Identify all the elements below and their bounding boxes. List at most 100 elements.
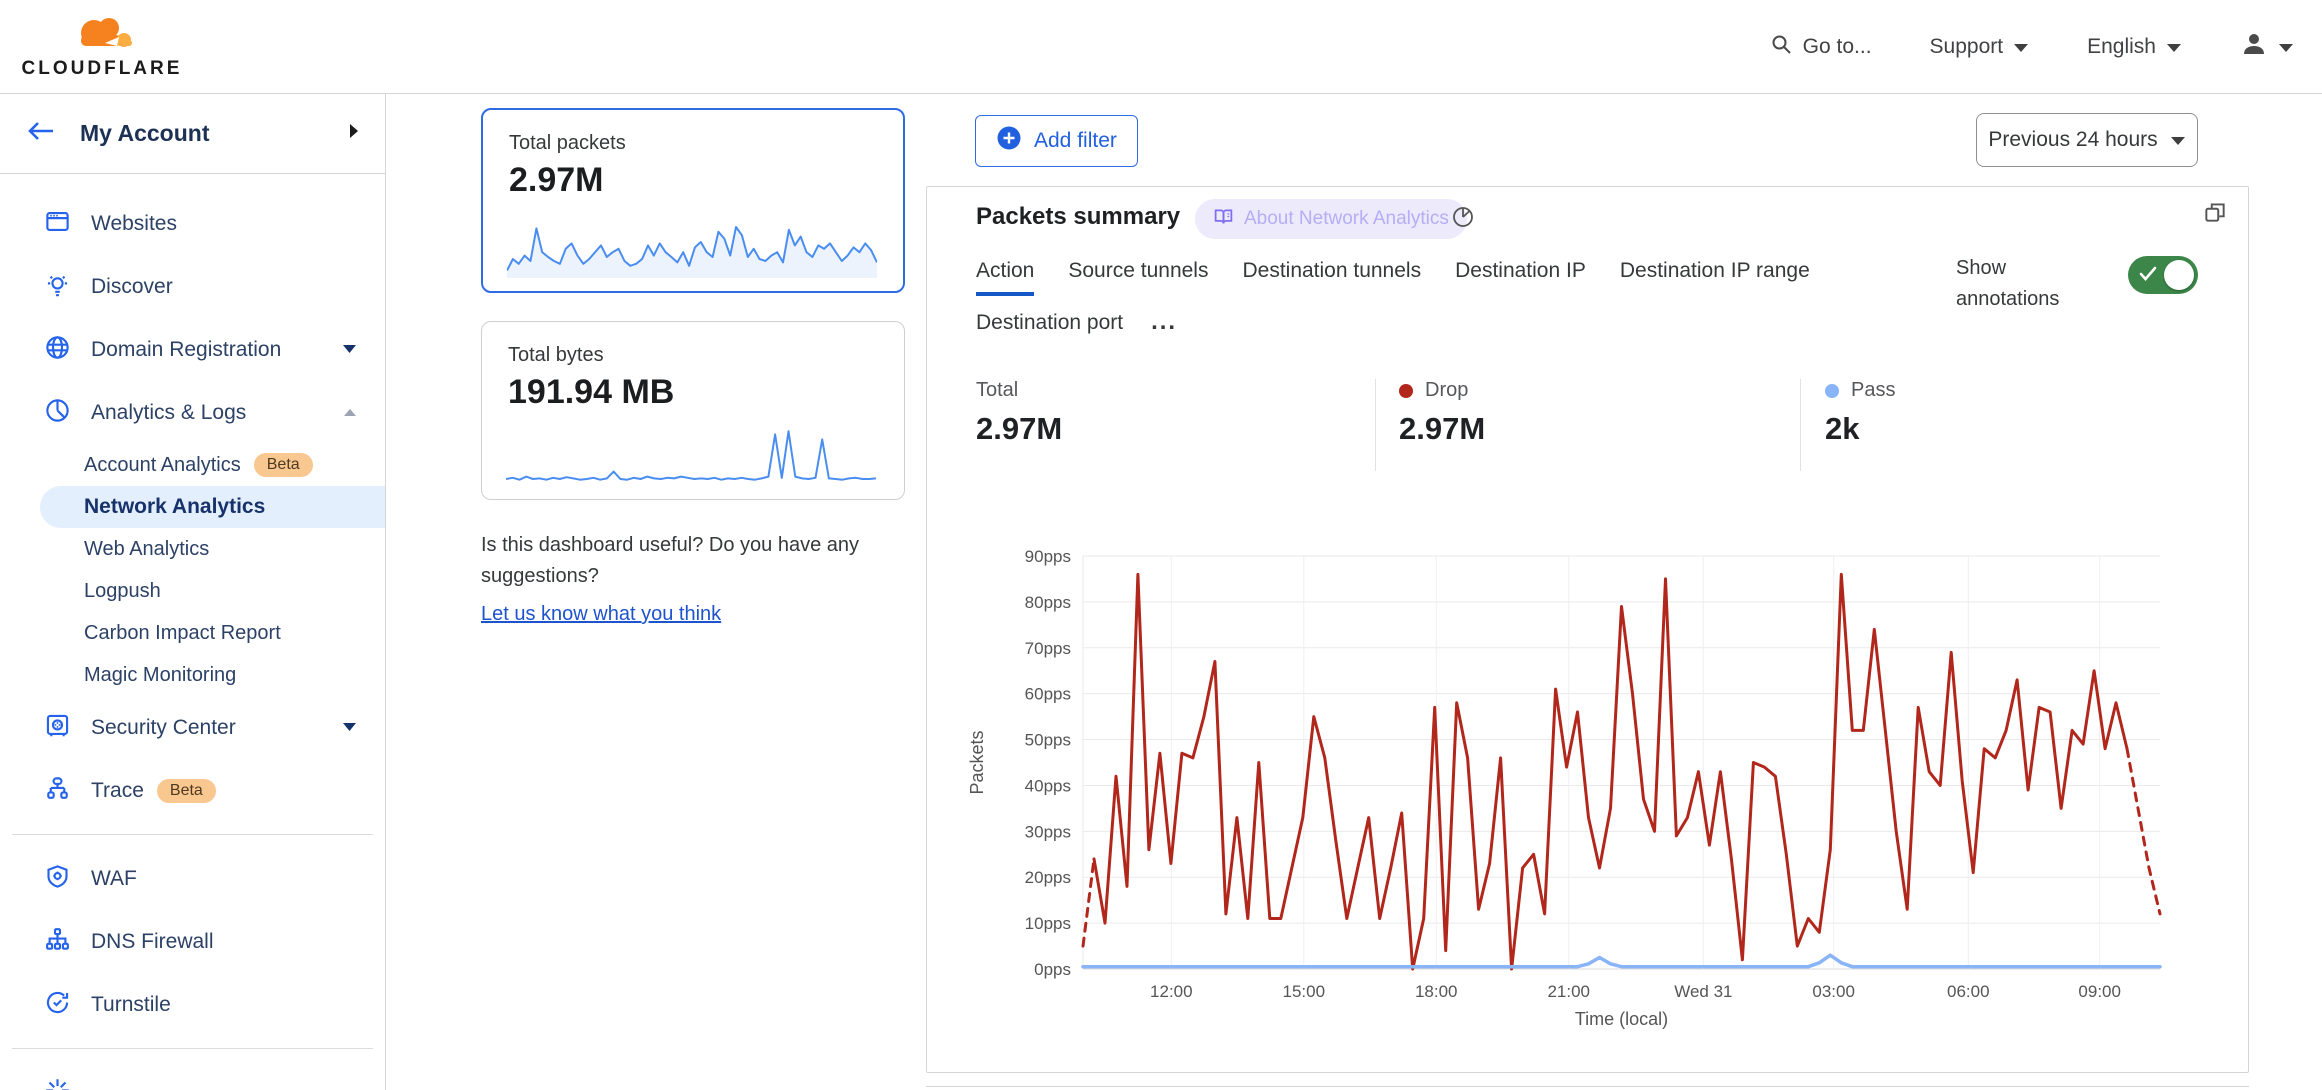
drop-legend-dot [1399,383,1413,398]
sidebar-item-waf[interactable]: WAF [0,847,385,910]
sidebar-item-label: Account Analytics [84,453,241,476]
sidebar-item-security-center[interactable]: Security Center [0,696,385,759]
show-annotations-toggle[interactable] [2128,256,2198,294]
tab-destination-ip-range[interactable]: Destination IP range [1619,259,1810,282]
sidebar-item-domain-registration[interactable]: Domain Registration [0,318,385,381]
stat-label: Pass [1851,379,1896,401]
top-header: CLOUDFLARE Go to... Support English [0,0,2322,94]
more-tabs-button[interactable]: ... [1151,307,1178,335]
feedback-question: Is this dashboard useful? Do you have an… [481,534,860,587]
sidebar-item-carbon-impact-report[interactable]: Carbon Impact Report [0,612,385,654]
pass-legend-dot [1825,383,1839,398]
browser-icon [44,208,71,240]
caret-down-icon [342,719,357,737]
shield-gear-icon [44,863,71,895]
metric-value: 191.94 MB [508,373,675,411]
caret-down-icon [342,341,357,359]
user-icon [2240,30,2268,64]
dimension-tabs-row2: Destination port ... [976,307,1178,344]
goto-label: Go to... [1802,35,1872,58]
search-icon [1769,32,1793,62]
sidebar-item-partial[interactable] [0,1061,385,1090]
chevron-down-icon [2013,35,2029,59]
trace-icon [44,775,71,807]
chart-type-pie-icon[interactable] [1451,205,1475,234]
total-bytes-sparkline [506,430,876,481]
check-icon [2139,266,2157,281]
next-panel-top-border [926,1086,2249,1087]
tab-source-tunnels[interactable]: Source tunnels [1068,259,1209,282]
sidebar-item-logpush[interactable]: Logpush [0,570,385,612]
refresh-check-icon [44,989,71,1021]
show-annotations-label: Show annotations [1956,257,2060,310]
sidebar-item-trace[interactable]: Trace Beta [0,759,385,822]
sidebar-item-analytics-logs[interactable]: Analytics & Logs [0,381,385,444]
stat-pass: Pass 2k [1825,379,1895,447]
account-header: My Account [0,94,385,174]
total-packets-card[interactable]: Total packets 2.97M [481,108,905,293]
stats-row: Total 2.97M Drop 2.97M Pass 2k [927,379,2250,474]
add-filter-button[interactable]: Add filter [975,115,1138,167]
account-menu[interactable] [2240,30,2294,64]
total-bytes-card[interactable]: Total bytes 191.94 MB [481,321,905,500]
copy-icon[interactable] [2202,199,2228,230]
sidebar-item-label: Carbon Impact Report [84,621,281,644]
sidebar-item-web-analytics[interactable]: Web Analytics [0,528,385,570]
stat-divider [1375,379,1376,471]
support-label: Support [1929,35,2004,58]
toggle-knob [2164,260,2194,290]
time-range-dropdown[interactable]: Previous 24 hours [1976,113,2198,167]
panel-title: Packets summary [976,203,1181,230]
chevron-right-icon[interactable] [348,123,359,144]
svg-text:06:00: 06:00 [1947,982,1990,1001]
sidebar-item-turnstile[interactable]: Turnstile [0,973,385,1036]
pie-chart-icon [44,397,71,429]
sidebar-item-account-analytics[interactable]: Account Analytics Beta [0,444,385,486]
metric-title: Total packets [509,132,626,154]
globe-icon [44,334,71,366]
support-menu[interactable]: Support [1930,35,2030,59]
sidebar-item-label: Web Analytics [84,537,210,560]
stat-label: Drop [1425,379,1469,401]
header-actions: Go to... Support English [1769,0,2294,94]
sidebar-item-label: Domain Registration [91,337,282,361]
stat-value: 2.97M [976,411,1063,446]
language-menu[interactable]: English [2087,35,2182,59]
safe-icon [44,712,71,744]
plus-circle-icon [996,125,1022,157]
metric-title: Total bytes [508,344,604,366]
sidebar-item-dns-firewall[interactable]: DNS Firewall [0,910,385,973]
stat-divider [1800,379,1801,471]
sidebar: My Account Websites [0,94,386,1090]
cloudflare-cloud-icon [67,13,137,60]
sidebar-item-network-analytics[interactable]: Network Analytics [40,486,385,528]
tab-destination-port[interactable]: Destination port [976,311,1124,334]
chevron-down-icon [2166,35,2182,59]
tab-destination-ip[interactable]: Destination IP [1455,259,1586,282]
account-title: My Account [80,120,210,146]
beta-badge: Beta [156,778,216,803]
svg-text:18:00: 18:00 [1415,982,1458,1001]
about-network-analytics-badge[interactable]: About Network Analytics [1195,199,1467,239]
feedback-link[interactable]: Let us know what you think [481,603,722,625]
sidebar-item-magic-monitoring[interactable]: Magic Monitoring [0,654,385,696]
sidebar-item-discover[interactable]: Discover [0,255,385,318]
cloudflare-logo[interactable]: CLOUDFLARE [20,13,184,80]
sidebar-item-label: Turnstile [91,992,171,1016]
burst-icon [44,1077,71,1090]
svg-text:Wed 31: Wed 31 [1674,982,1732,1001]
book-icon [1213,206,1234,232]
svg-text:Time (local): Time (local) [1575,1009,1668,1029]
stat-value: 2k [1825,411,1860,446]
sidebar-item-websites[interactable]: Websites [0,192,385,255]
back-arrow-icon[interactable] [26,119,56,148]
tab-action[interactable]: Action [976,259,1035,296]
svg-text:03:00: 03:00 [1812,982,1855,1001]
svg-text:60pps: 60pps [1025,685,1071,704]
goto-search[interactable]: Go to... [1769,32,1872,62]
sidebar-item-label: Security Center [91,715,236,739]
sidebar-item-label: DNS Firewall [91,929,214,953]
packets-chart: 0pps 10pps 20pps 30pps 40pps 50pps 60pps 70pps 8… [967,547,2162,1029]
tab-destination-tunnels[interactable]: Destination tunnels [1242,259,1422,282]
